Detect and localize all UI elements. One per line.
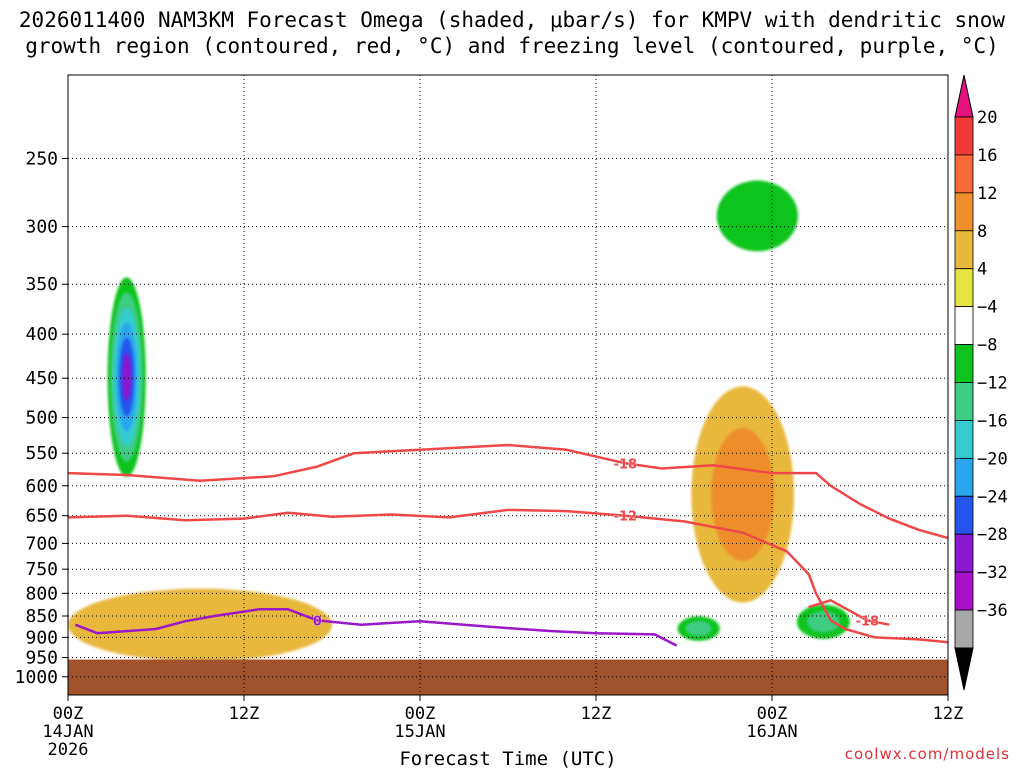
omega-level-0-0 [90, 127, 347, 584]
colorbar-segment-14 [954, 609, 974, 649]
colorbar-label-7: −12 [977, 374, 1008, 394]
colorbar-segment-12 [954, 533, 974, 573]
colorbar-segment-2 [954, 154, 974, 194]
y-tick-label-450: 450 [25, 368, 58, 389]
colorbar-segment-6 [954, 306, 974, 345]
y-tick-label-650: 650 [25, 506, 58, 527]
x-tick-label-0-2: 2026 [48, 740, 89, 760]
colorbar-label-6: −8 [977, 336, 997, 356]
omega-level-7-2 [807, 611, 840, 633]
x-tick-label-48-1: 16JAN [746, 722, 797, 742]
y-tick-label-400: 400 [25, 324, 58, 345]
chart-title-line-1: 2026011400 NAM3KM Forecast Omega (shaded… [18, 8, 1006, 32]
dgz-contour-label-2: -18 [856, 614, 880, 629]
colorbar-label-8: −16 [977, 411, 1008, 431]
y-tick-label-350: 350 [25, 274, 58, 295]
omega-level-4-0 [68, 588, 332, 662]
dgz-contour-0 [68, 443, 948, 540]
x-tick-label-36-0: 12Z [581, 704, 612, 724]
y-tick-label-950: 950 [25, 648, 58, 669]
colorbar-segment-10 [954, 457, 974, 497]
colorbar-segment-8 [954, 382, 974, 421]
colorbar-label-11: −28 [977, 525, 1008, 545]
omega-level-2-0 [449, 158, 655, 589]
colorbar-label-0: 20 [977, 108, 997, 128]
x-tick-label-0-1: 14JAN [42, 722, 93, 742]
colorbar-label-9: −20 [977, 449, 1008, 469]
y-tick-label-250: 250 [25, 148, 58, 169]
colorbar-segment-11 [954, 495, 974, 535]
colorbar-label-4: 4 [977, 260, 987, 280]
x-tick-label-24-0: 00Z [405, 704, 436, 724]
colorbar-label-12: −32 [977, 563, 1008, 583]
y-tick-label-1000: 1000 [15, 667, 58, 688]
x-tick-label-60-0: 12Z [933, 704, 964, 724]
omega-level-6-2 [685, 621, 712, 637]
y-tick-label-850: 850 [25, 606, 58, 627]
x-tick-label-48-0: 00Z [757, 704, 788, 724]
chart-title-line-2: growth region (contoured, red, °C) and f… [25, 34, 999, 58]
omega-level-5-1 [711, 427, 775, 561]
dgz-contour-2 [808, 599, 890, 626]
source-credit: coolwx.com/models [844, 745, 1010, 763]
colorbar-label-5: −4 [977, 298, 997, 318]
colorbar-segment-5 [954, 268, 974, 308]
colorbar-top-arrow [954, 74, 974, 118]
y-tick-label-600: 600 [25, 476, 58, 497]
x-tick-label-24-1: 15JAN [394, 722, 445, 742]
x-axis-label: Forecast Time (UTC) [399, 748, 616, 768]
ground-below-surface [68, 659, 948, 695]
colorbar-label-2: 12 [977, 184, 997, 204]
plot-frame [67, 74, 949, 696]
colorbar-segment-7 [954, 344, 974, 383]
y-tick-label-550: 550 [25, 443, 58, 464]
colorbar-label-1: 16 [977, 146, 997, 166]
x-tick-label-12-0: 12Z [229, 704, 260, 724]
y-tick-label-900: 900 [25, 627, 58, 648]
x-tick-label-0-0: 00Z [53, 704, 84, 724]
colorbar-label-13: −36 [977, 601, 1008, 621]
y-tick-label-300: 300 [25, 217, 58, 238]
colorbar: 20 16 12 8 4 −4 −8 −12 −16 −20 −24 −28 −32 −36 [954, 74, 1008, 691]
colorbar-segment-4 [954, 230, 974, 270]
colorbar-label-10: −24 [977, 487, 1008, 507]
plot-area: -18 -12 -18 0 [67, 74, 949, 696]
colorbar-bottom-arrow [954, 647, 974, 691]
freezing-contour-label-0: 0 [313, 614, 322, 629]
omega-level-3-1 [716, 180, 798, 252]
dgz-contour-label-0: -18 [614, 457, 638, 472]
omega-level-1-6 [122, 352, 132, 402]
y-tick-label-700: 700 [25, 533, 58, 554]
colorbar-segment-13 [954, 571, 974, 611]
dgz-contour-1 [68, 508, 948, 644]
y-tick-label-800: 800 [25, 583, 58, 604]
colorbar-segment-9 [954, 420, 974, 459]
colorbar-segment-1 [954, 116, 974, 156]
dgz-contour-label-1: -12 [614, 510, 638, 525]
freezing-contour-0 [74, 608, 678, 647]
y-tick-label-500: 500 [25, 408, 58, 429]
colorbar-segment-3 [954, 192, 974, 232]
colorbar-label-3: 8 [977, 222, 987, 242]
y-tick-label-750: 750 [25, 559, 58, 580]
